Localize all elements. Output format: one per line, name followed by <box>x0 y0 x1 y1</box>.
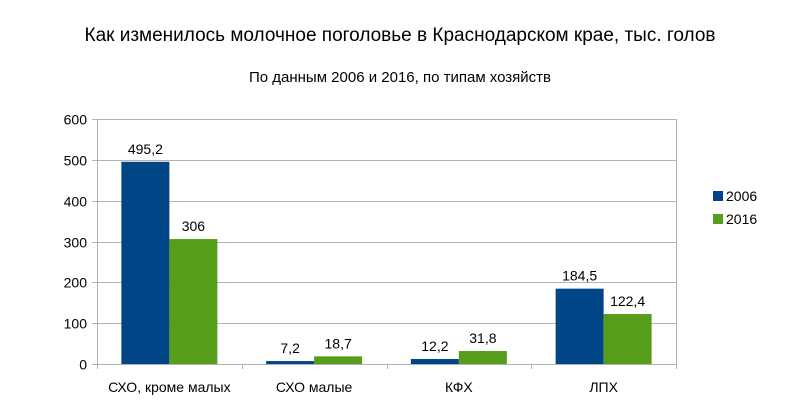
x-tick-label: СХО малые <box>276 379 353 395</box>
data-labels: 495,2 306 7,2 18,7 12,2 31,8 184,5 122,4 <box>128 141 645 356</box>
bars <box>121 161 652 364</box>
legend: 2006 2016 <box>713 188 757 227</box>
data-label-2006: 7,2 <box>280 340 300 356</box>
y-tick-label: 300 <box>64 235 88 251</box>
x-tick-label: ЛПХ <box>589 379 618 395</box>
data-label-2006: 184,5 <box>562 268 597 284</box>
data-label-2016: 18,7 <box>325 335 352 351</box>
legend-label-2016: 2016 <box>726 211 757 227</box>
bar-2006 <box>410 359 459 364</box>
y-tick-label: 400 <box>64 194 88 210</box>
x-tick-label: СХО, кроме малых <box>108 379 231 395</box>
bar-2016 <box>603 314 652 364</box>
legend-swatch-2016 <box>713 214 723 224</box>
bar-2006 <box>266 361 315 364</box>
data-label-2006: 495,2 <box>128 141 163 157</box>
legend-swatch-2006 <box>713 191 723 201</box>
x-tick-label: КФХ <box>445 379 473 395</box>
y-tick-label: 500 <box>64 153 88 169</box>
data-label-2006: 12,2 <box>421 338 448 354</box>
y-tick-label: 200 <box>64 275 88 291</box>
y-tick-label: 100 <box>64 316 88 332</box>
data-label-2016: 306 <box>182 218 206 234</box>
y-tick-label: 0 <box>79 357 87 373</box>
bar-2006 <box>555 288 604 364</box>
bar-2016 <box>169 239 218 364</box>
y-tick-label: 600 <box>64 112 88 128</box>
bar-2016 <box>314 356 363 364</box>
bar-2016 <box>458 351 507 364</box>
chart-subtitle: По данным 2006 и 2016, по типам хозяйств <box>249 69 551 86</box>
bar-2006 <box>121 161 170 364</box>
data-label-2016: 122,4 <box>610 293 645 309</box>
data-label-2016: 31,8 <box>469 330 496 346</box>
axes: 0 100 200 300 400 500 600 СХО, кроме малых СХО м… <box>64 112 677 395</box>
chart-title: Как изменилось молочное поголовье в Крас… <box>85 25 716 46</box>
legend-label-2006: 2006 <box>726 188 757 204</box>
